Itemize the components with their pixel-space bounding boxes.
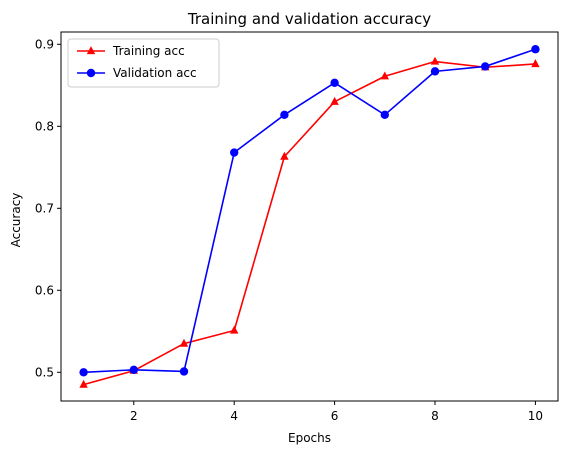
- data-point: [229, 148, 239, 157]
- data-point: [280, 151, 289, 160]
- y-tick-label: 0.5: [35, 365, 54, 379]
- series-line: [83, 60, 536, 386]
- data-point: [179, 338, 189, 347]
- y-tick-label: 0.7: [35, 201, 54, 215]
- y-axis-label: Accuracy: [9, 193, 23, 248]
- data-point: [330, 96, 339, 105]
- x-tick-label: 10: [528, 409, 543, 423]
- y-tick-label: 0.8: [35, 119, 54, 133]
- axes: 2 4 6 8 10 0.5 0.6 0.7 0.8 0.9: [35, 31, 559, 423]
- y-tick-label: 0.9: [35, 37, 54, 51]
- x-tick-label: 2: [130, 409, 138, 423]
- legend-item: Validation acc: [77, 66, 197, 80]
- data-point: [129, 365, 138, 375]
- legend-item: Training acc: [77, 44, 185, 58]
- data-point: [330, 78, 339, 88]
- data-point: [79, 379, 88, 388]
- axes-frame: [60, 31, 559, 402]
- legend-label: Validation acc: [113, 66, 197, 80]
- y-tick-label: 0.6: [35, 283, 54, 297]
- data-point: [531, 59, 540, 68]
- x-tick-label: 4: [230, 409, 238, 423]
- x-tick-label: 6: [331, 409, 339, 423]
- series-validation-acc: [79, 45, 540, 377]
- series-line: [83, 48, 536, 374]
- data-point: [79, 368, 88, 377]
- legend-marker: [86, 46, 96, 55]
- x-axis-label: Epochs: [288, 431, 331, 445]
- data-point: [430, 56, 440, 65]
- legend-label: Training acc: [112, 44, 185, 58]
- data-point: [430, 67, 440, 76]
- chart-title: Training and validation accuracy: [187, 10, 431, 28]
- data-point: [229, 325, 239, 334]
- plot-area: [79, 45, 540, 388]
- data-point: [531, 45, 540, 54]
- data-point: [380, 71, 390, 80]
- x-tick-label: 8: [431, 409, 439, 423]
- legend: Training acc Validation acc: [67, 38, 220, 88]
- legend-box: [67, 38, 220, 88]
- data-point: [280, 110, 289, 120]
- data-point: [481, 62, 490, 71]
- data-point: [179, 367, 189, 376]
- legend-marker: [86, 68, 96, 78]
- data-point: [380, 110, 390, 120]
